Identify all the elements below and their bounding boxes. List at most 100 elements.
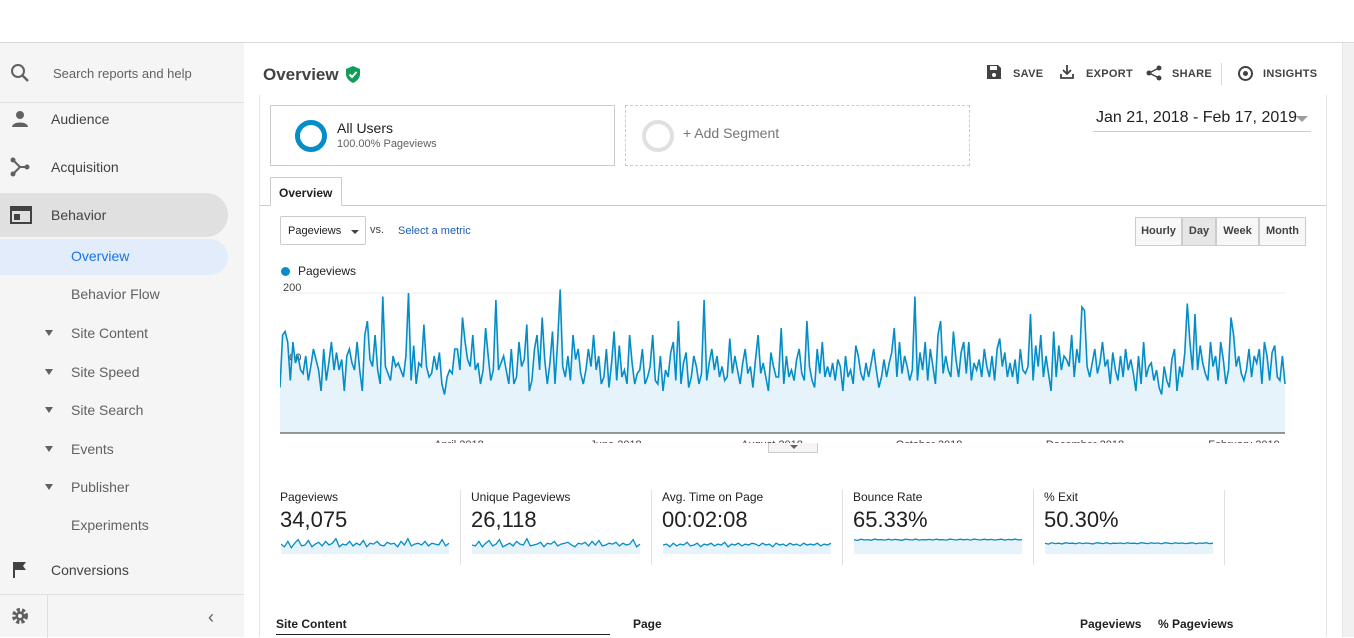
sidebar: Search reports and help Audience Acquisi… [0,43,244,638]
stat-divider [651,490,652,565]
acquisition-icon [10,157,30,177]
granularity-hourly[interactable]: Hourly [1135,217,1182,246]
tab-divider [260,205,1326,206]
footer-divider [47,595,48,638]
x-tick-label: October 2018 [896,439,963,443]
export-label: EXPORT [1086,68,1134,80]
expand-arrow-icon [45,484,53,490]
sidebar-sub-behavior-flow[interactable]: Behavior Flow [0,277,244,313]
chevron-down-icon [1296,116,1308,122]
sidebar-item-audience[interactable]: Audience [0,97,244,141]
sidebar-sub-site-speed[interactable]: Site Speed [0,355,244,391]
sidebar-item-label: Audience [51,111,110,127]
x-tick-label: August 2018 [741,439,803,443]
insights-icon [1238,66,1253,81]
sparkline-area [1045,542,1213,554]
metric-dropdown[interactable]: Pageviews [280,216,366,245]
gear-icon[interactable] [10,606,30,626]
sidebar-sub-overview[interactable]: Overview [0,239,228,275]
x-tick-label: December 2018 [1046,439,1124,443]
sidebar-item-acquisition[interactable]: Acquisition [0,145,244,189]
chart-expand-handle[interactable] [768,443,818,453]
metric-dropdown-value: Pageviews [288,225,342,237]
sparkline-line [472,537,641,548]
save-icon [987,65,1001,79]
search-icon [11,64,29,82]
sidebar-sub-events[interactable]: Events [0,432,244,468]
x-tick-label: April 2018 [434,439,484,443]
granularity-month[interactable]: Month [1259,217,1306,246]
sparkline-line [854,538,1023,542]
series-line-pageviews [280,289,1286,395]
segment-name: All Users [337,120,394,136]
granularity-week[interactable]: Week [1216,217,1259,246]
tab-overview[interactable]: Overview [270,177,342,206]
stat-divider [842,490,843,565]
sidebar-sub-label: Publisher [71,479,130,495]
stat-sparkline [1045,542,1214,554]
sparkline-area [281,538,449,554]
stat-label: Unique Pageviews [471,490,571,504]
search-reports[interactable]: Search reports and help [0,43,244,103]
sidebar-sub-label: Site Speed [71,364,140,380]
sidebar-sub-label: Site Content [71,325,149,341]
search-placeholder: Search reports and help [53,66,192,81]
person-icon [12,111,28,127]
table-header-site-content[interactable]: Site Content [276,617,347,631]
sparkline-line [663,541,832,548]
page-scrollbar[interactable] [1342,43,1354,637]
vs-label: vs. [370,224,385,236]
collapse-sidebar-button[interactable]: ‹ [208,607,214,627]
stat-value: 26,118 [471,507,537,532]
stat-divider [1033,490,1034,565]
sidebar-sub-publisher[interactable]: Publisher [0,470,244,506]
expand-arrow-icon [45,407,53,413]
insights-label: INSIGHTS [1263,68,1318,80]
stat-sparkline [281,537,450,554]
table-header-page[interactable]: Page [633,617,662,631]
stat-sparkline [472,537,641,554]
page-title: Overview [263,65,339,84]
stat-value: 50.30% [1044,507,1119,532]
stat-label: Bounce Rate [853,490,923,504]
add-segment-button[interactable]: + Add Segment [625,105,970,166]
sidebar-item-label: Conversions [51,562,129,578]
expand-arrow-icon [45,446,53,452]
sparkline-line [1045,542,1214,545]
stat-sparkline [663,541,832,554]
select-metric-link[interactable]: Select a metric [398,225,471,237]
stat-divider [460,490,461,565]
stat-exit[interactable]: % Exit 50.30% [1044,490,1235,566]
sidebar-item-behavior[interactable]: Behavior [0,193,228,237]
table-header-pct-pageviews[interactable]: % Pageviews [1158,617,1234,631]
stat-bounce-rate[interactable]: Bounce Rate 65.33% [853,490,1044,566]
stat-label: % Exit [1044,490,1079,504]
stat-unique-pageviews[interactable]: Unique Pageviews 26,118 [471,490,662,566]
stat-avg-time[interactable]: Avg. Time on Page 00:02:08 [662,490,853,566]
panel-border [259,95,260,637]
sidebar-sub-label: Experiments [71,517,149,533]
stat-sparkline [854,538,1023,554]
stat-value: 00:02:08 [662,507,748,532]
segment-share: 100.00% Pageviews [337,138,437,150]
panel-border [1326,95,1327,637]
stat-value: 65.33% [853,507,928,532]
sparkline-area [663,542,831,554]
sidebar-sub-site-search[interactable]: Site Search [0,393,244,429]
x-tick-label: June 2018 [590,439,641,443]
share-icon [1146,65,1162,81]
add-segment-label: + Add Segment [683,125,780,141]
sidebar-sub-experiments[interactable]: Experiments [0,508,244,544]
pageviews-chart[interactable]: 200100April 2018June 2018August 2018Octo… [280,283,1305,443]
date-range-picker[interactable]: Jan 21, 2018 - Feb 17, 2019 [1093,107,1311,132]
stat-value: 34,075 [280,507,348,532]
table-header-pageviews[interactable]: Pageviews [1080,617,1142,631]
segment-all-users[interactable]: All Users 100.00% Pageviews [270,105,615,166]
granularity-day[interactable]: Day [1182,217,1216,246]
sidebar-sub-site-content[interactable]: Site Content [0,316,244,352]
sidebar-item-conversions[interactable]: Conversions [0,548,244,592]
sidebar-sub-label: Overview [71,248,130,264]
sparkline-line [281,537,450,549]
stat-pageviews[interactable]: Pageviews 34,075 [280,490,471,566]
legend-label: Pageviews [298,264,357,278]
